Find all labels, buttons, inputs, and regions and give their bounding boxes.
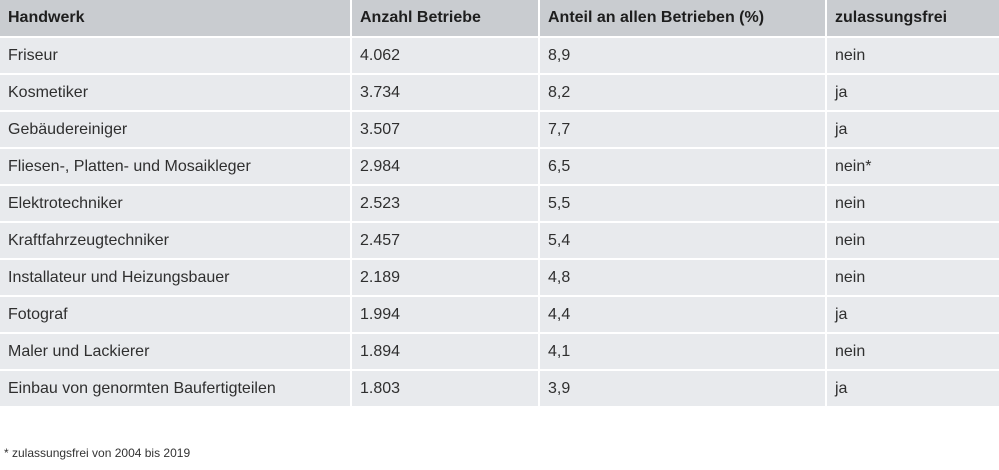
cell-zulassungsfrei: nein [826,37,999,75]
table-header-row: Handwerk Anzahl Betriebe Anteil an allen… [0,0,999,38]
data-table-container: Handwerk Anzahl Betriebe Anteil an allen… [0,0,999,408]
cell-anteil: 5,5 [539,185,827,223]
cell-anzahl: 1.803 [351,370,540,408]
table-row: Einbau von genormten Baufertigteilen 1.8… [0,370,999,408]
cell-anteil: 4,4 [539,296,827,334]
cell-handwerk: Einbau von genormten Baufertigteilen [0,370,352,408]
cell-handwerk: Gebäudereiniger [0,111,352,149]
footnote: * zulassungsfrei von 2004 bis 2019 [4,446,191,460]
cell-zulassungsfrei: nein* [826,148,999,186]
cell-anteil: 3,9 [539,370,827,408]
cell-anzahl: 4.062 [351,37,540,75]
cell-anteil: 7,7 [539,111,827,149]
column-header-zulassungsfrei: zulassungsfrei [826,0,999,38]
cell-anzahl: 1.894 [351,333,540,371]
cell-zulassungsfrei: nein [826,222,999,260]
cell-anteil: 8,9 [539,37,827,75]
table-row: Installateur und Heizungsbauer 2.189 4,8… [0,259,999,297]
cell-anzahl: 2.984 [351,148,540,186]
cell-anzahl: 3.734 [351,74,540,112]
cell-anzahl: 2.189 [351,259,540,297]
cell-zulassungsfrei: nein [826,333,999,371]
cell-handwerk: Elektrotechniker [0,185,352,223]
cell-handwerk: Kosmetiker [0,74,352,112]
cell-handwerk: Kraftfahrzeugtechniker [0,222,352,260]
cell-handwerk: Fotograf [0,296,352,334]
cell-anzahl: 1.994 [351,296,540,334]
cell-zulassungsfrei: ja [826,296,999,334]
cell-zulassungsfrei: ja [826,370,999,408]
cell-anteil: 8,2 [539,74,827,112]
table-row: Gebäudereiniger 3.507 7,7 ja [0,111,999,149]
cell-handwerk: Maler und Lackierer [0,333,352,371]
cell-zulassungsfrei: nein [826,259,999,297]
table-row: Friseur 4.062 8,9 nein [0,37,999,75]
cell-anteil: 6,5 [539,148,827,186]
column-header-anteil: Anteil an allen Betrieben (%) [539,0,827,38]
cell-zulassungsfrei: ja [826,111,999,149]
cell-zulassungsfrei: nein [826,185,999,223]
column-header-handwerk: Handwerk [0,0,352,38]
cell-zulassungsfrei: ja [826,74,999,112]
cell-anzahl: 2.457 [351,222,540,260]
cell-anteil: 4,1 [539,333,827,371]
cell-anzahl: 2.523 [351,185,540,223]
table-row: Fliesen-, Platten- und Mosaikleger 2.984… [0,148,999,186]
table-row: Kraftfahrzeugtechniker 2.457 5,4 nein [0,222,999,260]
cell-anteil: 5,4 [539,222,827,260]
table-row: Elektrotechniker 2.523 5,5 nein [0,185,999,223]
cell-anzahl: 3.507 [351,111,540,149]
cell-handwerk: Installateur und Heizungsbauer [0,259,352,297]
column-header-anzahl-betriebe: Anzahl Betriebe [351,0,540,38]
table-row: Maler und Lackierer 1.894 4,1 nein [0,333,999,371]
cell-handwerk: Fliesen-, Platten- und Mosaikleger [0,148,352,186]
cell-anteil: 4,8 [539,259,827,297]
table-row: Kosmetiker 3.734 8,2 ja [0,74,999,112]
cell-handwerk: Friseur [0,37,352,75]
table-row: Fotograf 1.994 4,4 ja [0,296,999,334]
craft-businesses-table: Handwerk Anzahl Betriebe Anteil an allen… [0,0,999,408]
